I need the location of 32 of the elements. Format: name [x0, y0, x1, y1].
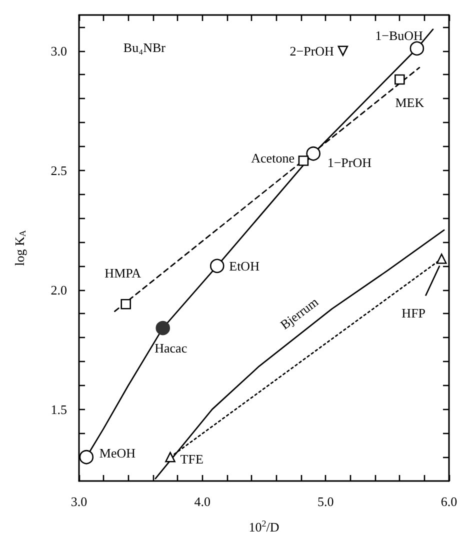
x-tick-label: 5.0	[318, 494, 334, 509]
annotation: MeOH	[99, 446, 136, 461]
point	[306, 146, 320, 161]
annotation: 1−BuOH	[375, 28, 423, 43]
annotation: Bu₄NBr	[123, 40, 166, 56]
x-tick-label: 6.0	[440, 494, 458, 509]
y-tick-label: 1.5	[50, 402, 67, 417]
y-tick-label: 2.5	[50, 162, 67, 178]
annotation: Hacac	[154, 340, 188, 356]
point	[298, 156, 309, 166]
annotation: MEK	[395, 95, 425, 110]
annotation: HFP	[402, 305, 426, 320]
point	[338, 46, 348, 56]
point	[394, 74, 405, 85]
point	[79, 450, 94, 464]
annotation: 1−PrOH	[327, 155, 372, 170]
y-tick-label: 3.0	[50, 43, 67, 58]
y-tick-label: 2.0	[50, 282, 67, 298]
annotation: Acetone	[251, 150, 295, 166]
point	[120, 299, 132, 310]
point	[210, 258, 224, 274]
annotation: HMPA	[104, 266, 142, 281]
annotation: 2−PrOH	[290, 43, 334, 58]
point	[156, 320, 170, 336]
x-tick-label: 4.0	[194, 494, 210, 509]
point	[436, 254, 447, 264]
point	[410, 41, 424, 56]
point	[165, 452, 176, 462]
annotation: EtOH	[229, 258, 260, 274]
y-axis-title: log KA	[12, 230, 28, 266]
annotation: TFE	[180, 452, 204, 467]
x-tick-label: 3.0	[70, 494, 88, 509]
